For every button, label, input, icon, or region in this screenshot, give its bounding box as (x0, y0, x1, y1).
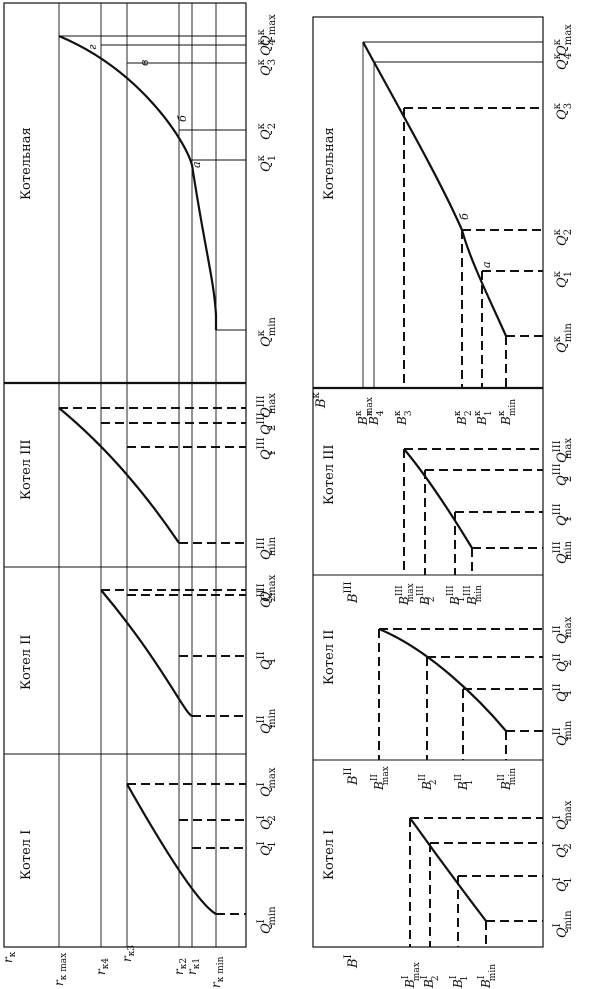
b-level-label: Bкmax (354, 397, 375, 426)
q-label: QIImax (552, 616, 574, 644)
q-label: QIII1 (552, 503, 574, 526)
b-axis-symbol: BI (343, 954, 361, 969)
fuel-curve-boiler-house (362, 41, 508, 337)
q-label: Qк4 (256, 38, 278, 56)
b-level-label: BIII2 (416, 585, 437, 606)
curve-point-label: в (138, 60, 151, 66)
q-label: QIII1 (256, 437, 278, 460)
bottom-panel-title: Котел III (322, 444, 337, 505)
b-level-label: BIImax (370, 766, 391, 791)
r-level-label: rк min (209, 956, 226, 988)
q-label: QImax (552, 800, 574, 830)
fuel-curve-3 (403, 448, 473, 549)
b-level-label: BIIImax (395, 583, 416, 606)
top-diagram-relative-gains: Котел I Котел II Котел III Котельная а б в г rк … (1, 2, 278, 988)
top-frame (3, 2, 247, 948)
q-label: Qк3 (256, 58, 278, 76)
r-level-label: rк2 (172, 958, 189, 975)
q-label: QI1 (256, 841, 278, 856)
r-level-label: rк3 (120, 945, 137, 962)
bottom-panel-title: Котельная (322, 127, 337, 200)
q-label: Qкmin (256, 317, 278, 347)
boiler-house-curve (58, 34, 218, 330)
q-label: QImax (256, 767, 278, 797)
fuel-curve-2 (378, 627, 507, 732)
b-axis-symbol: BIII (343, 582, 361, 604)
curve-point-label: а (480, 261, 493, 268)
b-level-label: BIImin (497, 768, 518, 791)
b-level-label: BI2 (420, 975, 441, 989)
q-label: Qкmax (256, 14, 278, 46)
top-panel-title: Котельная (19, 127, 34, 200)
b-level-label: BImin (477, 964, 498, 989)
q-label: QImin (552, 910, 574, 938)
q-label: QImin (256, 906, 278, 934)
q-label: Qкmax (552, 24, 574, 56)
q-label: QIImin (256, 708, 278, 734)
q-label: QIImax (256, 574, 278, 602)
q-label: QIIImin (256, 536, 278, 560)
b-level-label: BII2 (418, 774, 439, 791)
r-level-label: rк1 (185, 958, 202, 975)
q-label: QII1 (256, 651, 278, 670)
curve-point-label: а (190, 161, 203, 168)
q-label: QIIImax (256, 393, 278, 418)
r-level-label: rк max (52, 953, 69, 986)
q-label: Qк3 (552, 102, 574, 120)
q-label: QII1 (552, 683, 574, 702)
boiler-2-curve (100, 589, 193, 718)
curve-point-label: б (458, 213, 471, 220)
q-label: Qк4 (552, 52, 574, 70)
top-panel-title: Котел II (19, 635, 34, 690)
b-level-label: BIII1 (446, 585, 467, 606)
q-label: QIII2 (256, 412, 278, 435)
q-label: QI2 (256, 815, 278, 830)
curve-point-label: б (176, 115, 189, 122)
bottom-panel-title: Котел I (322, 830, 337, 880)
b-level-label: Bк3 (393, 410, 414, 426)
b-level-label: Bк1 (473, 410, 494, 426)
bottom-diagram-fuel-consumption: Котел I Котел II Котел III Котельная а б BI BII… (311, 16, 574, 989)
q-label: QI1 (552, 877, 574, 892)
fuel-curve-1 (409, 817, 487, 922)
r-level-label: rк4 (94, 958, 111, 975)
b-level-label: Bкmin (497, 399, 518, 426)
r-axis-symbol: rк (1, 951, 18, 963)
q-label: QII2 (256, 589, 278, 608)
q-label: QIIImin (552, 540, 574, 564)
b-level-label: BI1 (449, 975, 470, 989)
boiler-3-curve (58, 407, 180, 544)
q-label: QIImin (552, 720, 574, 746)
b-axis-symbol: Bк (311, 391, 329, 409)
b-level-label: Bк2 (453, 410, 474, 426)
q-label: Qкmin (552, 323, 574, 353)
curve-point-label: г (86, 44, 99, 50)
q-label: QII2 (552, 653, 574, 672)
q-label: QIII2 (552, 463, 574, 486)
q-label: QI2 (552, 843, 574, 858)
q-label: Qк2 (552, 228, 574, 246)
top-panel-title: Котел III (19, 439, 34, 500)
q-label: Qк1 (552, 270, 574, 288)
bottom-frame (312, 16, 544, 948)
q-label: QIIImax (552, 438, 574, 463)
b-level-label: BII1 (454, 774, 475, 791)
boiler-1-curve (126, 783, 217, 915)
top-panel-title: Котел I (19, 830, 34, 880)
bottom-panel-title: Котел II (322, 630, 337, 685)
b-level-label: BIIImin (463, 585, 484, 606)
q-label: Qк2 (256, 122, 278, 140)
q-label: Qк1 (256, 154, 278, 172)
b-level-label: Bк4 (365, 410, 386, 426)
b-axis-symbol: BII (343, 767, 361, 786)
b-level-label: BImax (401, 962, 422, 989)
